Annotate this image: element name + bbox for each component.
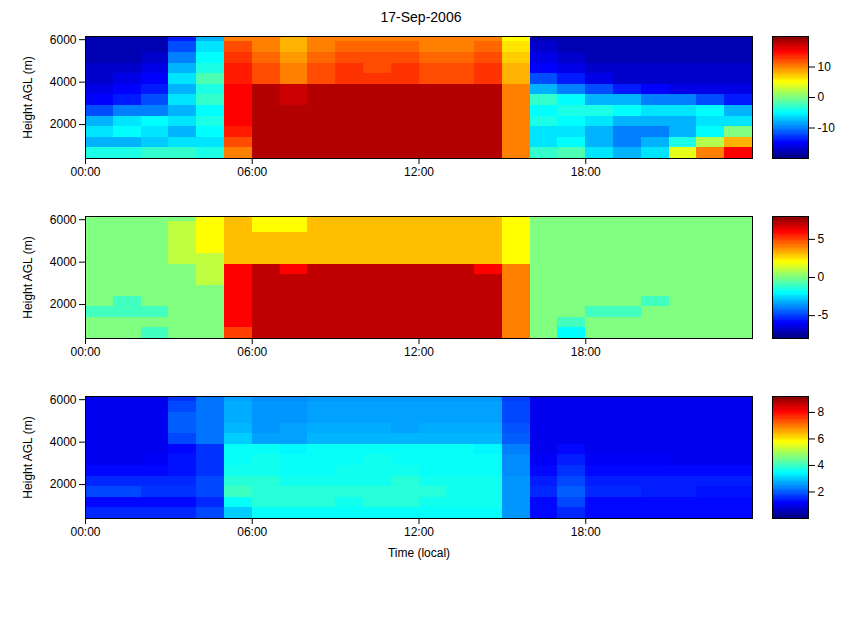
svg-text:5: 5 xyxy=(818,232,825,246)
svg-text:0: 0 xyxy=(818,270,825,284)
svg-text:00:00: 00:00 xyxy=(70,165,100,179)
svg-text:Height AGL (m): Height AGL (m) xyxy=(21,416,35,498)
svg-text:18:00: 18:00 xyxy=(571,345,601,359)
html-text:17-Sep-2006: 17-Sep-2006 xyxy=(380,9,462,25)
svg-text:6000: 6000 xyxy=(50,213,77,227)
svg-text:2: 2 xyxy=(818,485,825,499)
svg-text:4000: 4000 xyxy=(50,75,77,89)
svg-text:4: 4 xyxy=(818,458,825,472)
svg-text:6000: 6000 xyxy=(50,33,77,47)
svg-text:8: 8 xyxy=(818,405,825,419)
svg-text:06:00: 06:00 xyxy=(237,525,267,539)
svg-text:Height AGL (m): Height AGL (m) xyxy=(21,236,35,318)
svg-text:18:00: 18:00 xyxy=(571,165,601,179)
svg-text:-10: -10 xyxy=(818,121,836,135)
svg-text:Height AGL (m): Height AGL (m) xyxy=(21,56,35,138)
svg-text:2000: 2000 xyxy=(50,477,77,491)
svg-text:-5: -5 xyxy=(818,308,829,322)
svg-text:06:00: 06:00 xyxy=(237,345,267,359)
svg-text:12:00: 12:00 xyxy=(404,525,434,539)
svg-text:10: 10 xyxy=(818,60,832,74)
svg-text:00:00: 00:00 xyxy=(70,525,100,539)
svg-text:06:00: 06:00 xyxy=(237,165,267,179)
svg-text:12:00: 12:00 xyxy=(404,165,434,179)
svg-text:0: 0 xyxy=(818,90,825,104)
svg-text:6: 6 xyxy=(818,432,825,446)
svg-text:12:00: 12:00 xyxy=(404,345,434,359)
svg-text:4000: 4000 xyxy=(50,255,77,269)
svg-text:2000: 2000 xyxy=(50,297,77,311)
svg-text:Time (local): Time (local) xyxy=(388,546,450,560)
svg-text:2000: 2000 xyxy=(50,117,77,131)
svg-text:18:00: 18:00 xyxy=(571,525,601,539)
svg-text:00:00: 00:00 xyxy=(70,345,100,359)
svg-text:4000: 4000 xyxy=(50,435,77,449)
svg-text:6000: 6000 xyxy=(50,393,77,407)
